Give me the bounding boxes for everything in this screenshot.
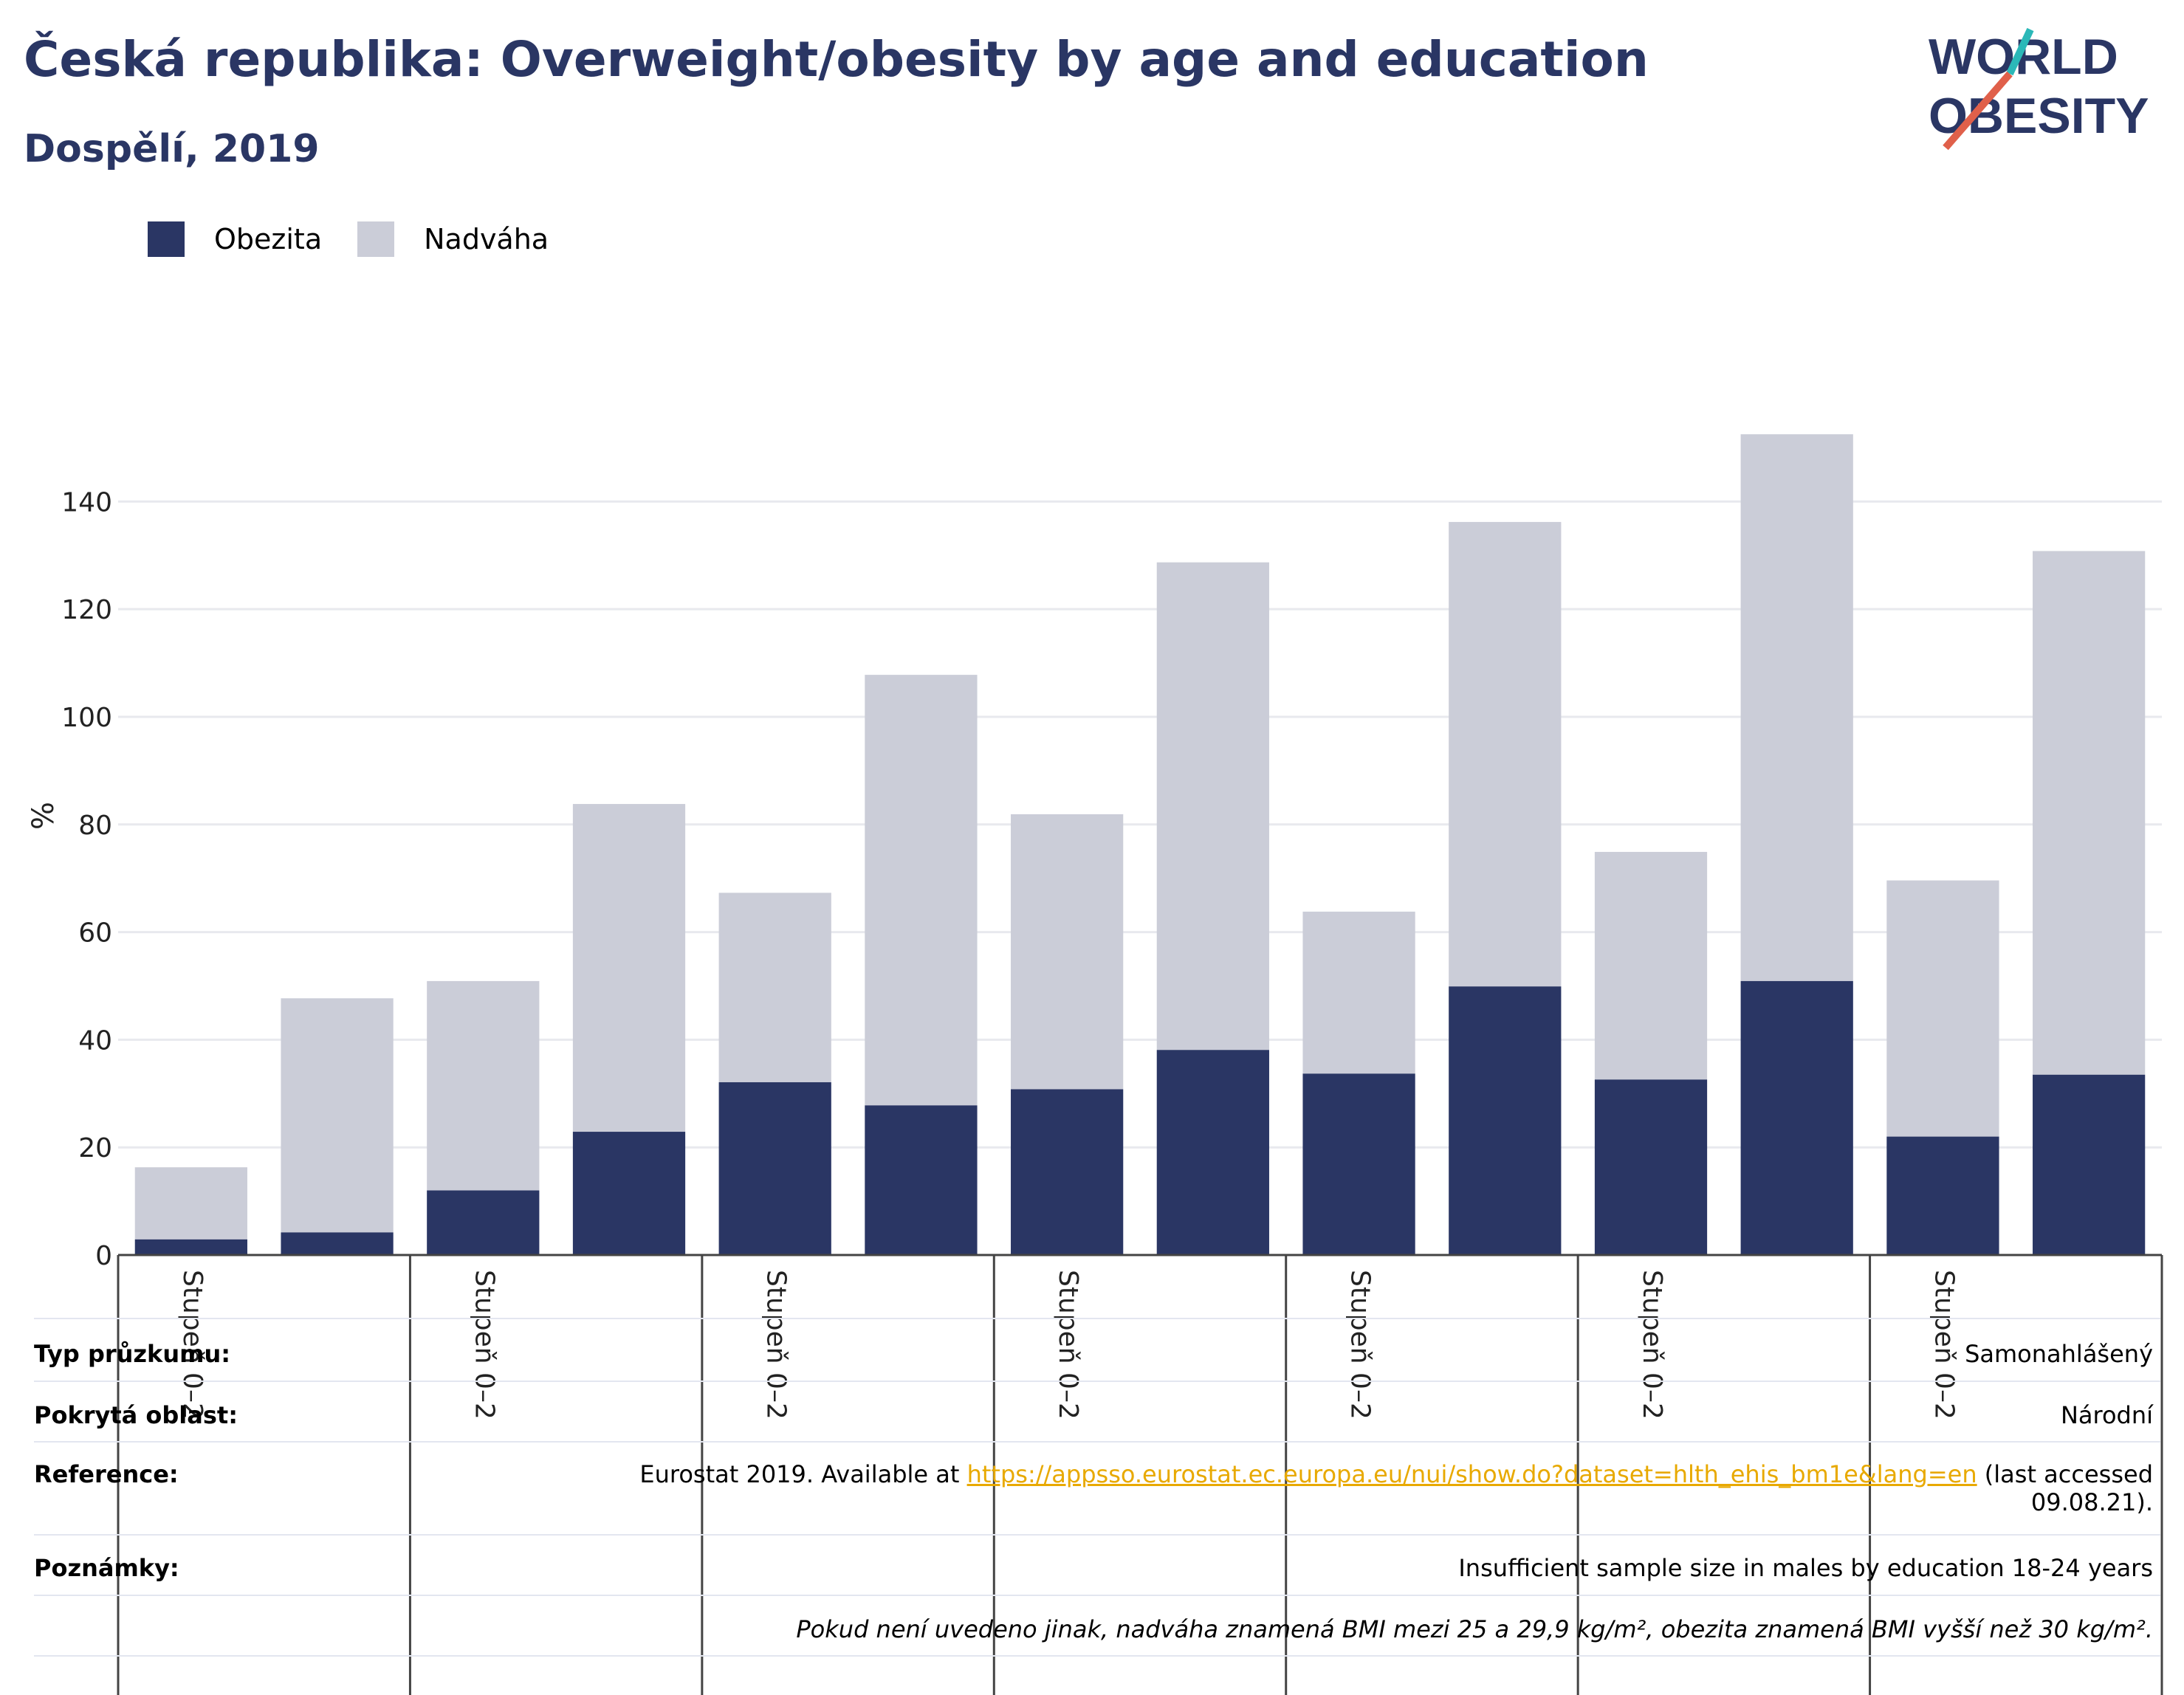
y-tick-label: 0	[95, 1241, 112, 1271]
meta-survey-label: Typ průzkumu:	[34, 1340, 231, 1368]
bar-overweight	[2033, 551, 2146, 1075]
bar-overweight	[1011, 814, 1124, 1090]
meta-reference-date: 09.08.21).	[2030, 1488, 2153, 1516]
meta-reference-suffix: (last accessed	[1977, 1460, 2153, 1488]
bar-obesity	[134, 1239, 247, 1255]
bar-overweight	[718, 893, 831, 1082]
bar-obesity	[281, 1232, 394, 1255]
y-tick-label: 20	[78, 1133, 112, 1163]
chart-legend: Obezita Nadváha	[148, 221, 563, 257]
world-obesity-logo: WORLD OBESITY	[1929, 27, 2149, 151]
legend-item-overweight: Nadváha	[357, 221, 549, 257]
bar-overweight	[1886, 880, 1999, 1137]
bar-obesity	[1594, 1079, 1708, 1255]
x-group-label: Stupeň 0–2	[469, 1270, 499, 1420]
bar-obesity	[865, 1105, 978, 1255]
logo-line2: OBESITY	[1929, 88, 2149, 144]
y-tick-label: 80	[78, 811, 112, 841]
y-tick-label: 40	[78, 1025, 112, 1056]
reference-link[interactable]: https://appsso.eurostat.ec.europa.eu/nui…	[966, 1460, 1977, 1488]
x-group-label: Stupeň 0–2	[1053, 1270, 1083, 1420]
legend-item-obesity: Obezita	[148, 221, 322, 257]
meta-reference-prefix: Eurostat 2019. Available at	[639, 1460, 967, 1488]
bar-overweight	[1740, 434, 1853, 981]
bar-overweight	[281, 998, 394, 1233]
meta-divider	[34, 1381, 2160, 1382]
bar-overweight	[134, 1167, 247, 1240]
bar-obesity	[2033, 1074, 2146, 1255]
bar-overweight	[427, 980, 540, 1191]
bar-obesity	[572, 1132, 686, 1255]
bar-obesity	[1156, 1050, 1269, 1255]
meta-reference-value: Eurostat 2019. Available at https://apps…	[639, 1460, 2153, 1516]
chart-title: Česká republika: Overweight/obesity by a…	[24, 31, 1649, 88]
y-axis-label: %	[27, 802, 61, 830]
bar-obesity	[1302, 1073, 1415, 1255]
meta-notes-value: Insufficient sample size in males by edu…	[1458, 1554, 2153, 1582]
legend-swatch-obesity	[148, 221, 185, 257]
x-group-label: Stupeň 0–2	[1637, 1270, 1667, 1420]
meta-reference-label: Reference:	[34, 1460, 179, 1488]
y-tick-label: 100	[61, 703, 112, 733]
x-group-label: Stupeň 0–2	[1929, 1270, 1959, 1420]
meta-divider	[34, 1318, 2160, 1319]
bar-overweight	[1156, 562, 1269, 1051]
meta-footnote: Pokud není uvedeno jinak, nadváha znamen…	[796, 1615, 2153, 1643]
meta-area-label: Pokrytá oblast:	[34, 1401, 238, 1429]
meta-divider	[34, 1441, 2160, 1443]
y-tick-label: 60	[78, 918, 112, 949]
bar-obesity	[1740, 980, 1853, 1255]
legend-label-obesity: Obezita	[214, 223, 323, 255]
bar-overweight	[1449, 522, 1562, 987]
legend-swatch-overweight	[357, 221, 395, 257]
bar-obesity	[427, 1190, 540, 1255]
chart-subtitle: Dospělí, 2019	[24, 127, 320, 171]
meta-notes-label: Poznámky:	[34, 1554, 179, 1582]
x-group-label: Stupeň 0–2	[177, 1270, 207, 1420]
y-tick-label: 140	[61, 487, 112, 518]
meta-reference-row: Reference: Eurostat 2019. Available at h…	[34, 1460, 2153, 1527]
bar-overweight	[865, 675, 978, 1106]
bar-overweight	[572, 804, 686, 1132]
bar-obesity	[1449, 986, 1562, 1255]
legend-label-overweight: Nadváha	[424, 223, 549, 255]
meta-area-value: Národní	[2060, 1401, 2153, 1429]
y-tick-label: 120	[61, 595, 112, 625]
bar-obesity	[1011, 1089, 1124, 1255]
bar-overweight	[1302, 911, 1415, 1074]
bar-overweight	[1594, 851, 1708, 1080]
bar-obesity	[1886, 1136, 1999, 1255]
meta-survey-value: Samonahlášený	[1965, 1340, 2153, 1368]
meta-divider	[34, 1655, 2160, 1657]
meta-divider	[34, 1595, 2160, 1596]
bar-obesity	[718, 1082, 831, 1255]
x-group-label: Stupeň 0–2	[1345, 1270, 1376, 1420]
meta-divider	[34, 1534, 2160, 1536]
x-group-label: Stupeň 0–2	[761, 1270, 791, 1420]
